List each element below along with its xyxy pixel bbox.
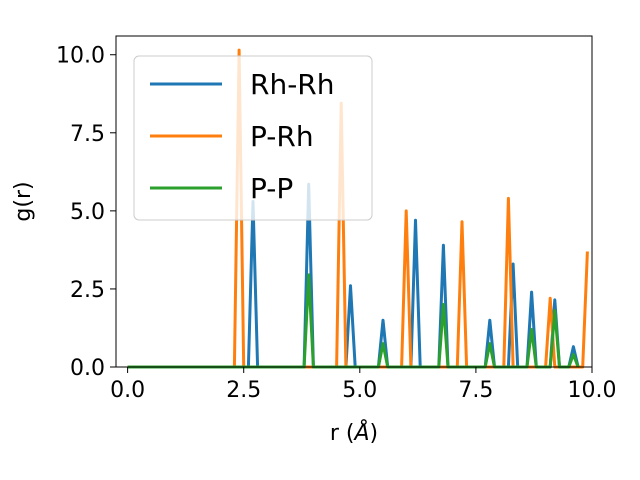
x-axis-label-text: r ( xyxy=(330,421,355,446)
legend-label-p-rh: P-Rh xyxy=(250,120,314,153)
x-tick-label: 2.5 xyxy=(226,378,261,403)
y-tick-label: 2.5 xyxy=(70,278,105,303)
x-tick-label: 10.0 xyxy=(568,378,617,403)
x-axis-label-close: ) xyxy=(370,421,379,446)
x-axis-label-symbol: Å xyxy=(352,419,369,446)
y-tick-label: 10.0 xyxy=(56,44,105,69)
y-tick-label: 7.5 xyxy=(70,122,105,147)
legend-box xyxy=(133,55,373,221)
x-tick-label: 5.0 xyxy=(342,378,377,403)
y-tick-label: 5.0 xyxy=(70,200,105,225)
legend-label-rh-rh: Rh-Rh xyxy=(250,68,335,101)
legend: Rh-Rh P-Rh P-P xyxy=(133,55,373,221)
legend-label-p-p: P-P xyxy=(250,172,293,205)
y-axis-label: g(r) xyxy=(11,181,36,221)
x-tick-label: 7.5 xyxy=(458,378,493,403)
y-tick-label: 0.0 xyxy=(70,356,105,381)
x-axis-label: r (Å) xyxy=(330,419,378,446)
y-axis: 0.0 2.5 5.0 7.5 10.0 xyxy=(56,44,116,381)
x-axis: 0.0 2.5 5.0 7.5 10.0 xyxy=(110,367,616,403)
x-tick-label: 0.0 xyxy=(110,378,145,403)
axes-frame xyxy=(115,35,593,368)
